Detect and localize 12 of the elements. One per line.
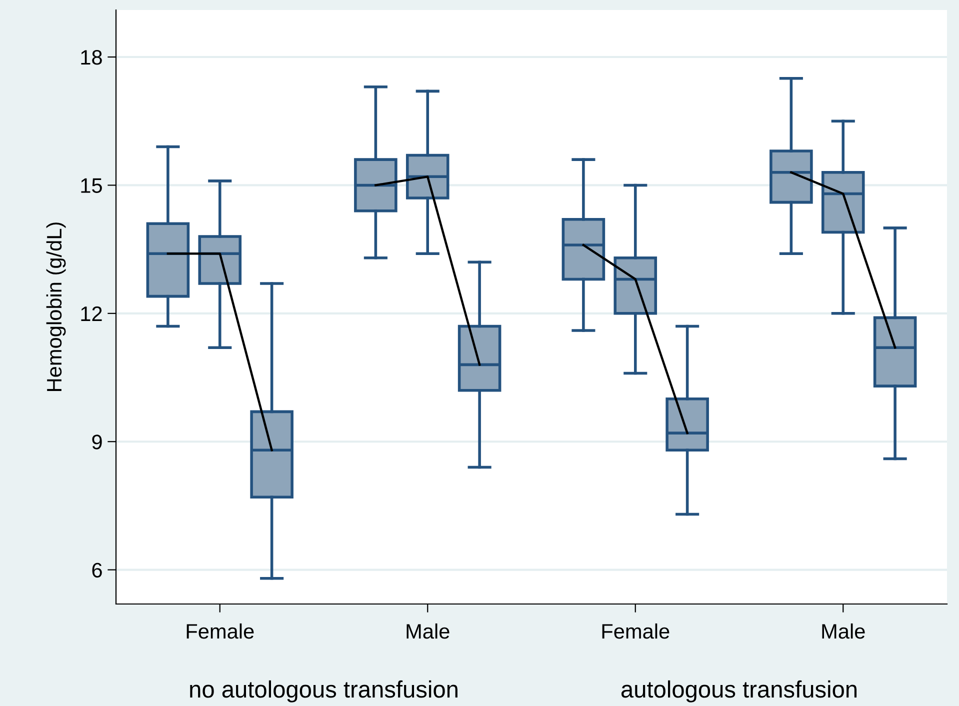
- y-tick-label: 18: [81, 50, 102, 65]
- text: no autologous transfusion: [190, 680, 458, 702]
- y-axis-title: Hemoglobin (g/dL): [46, 222, 66, 391]
- y-tick-label: 12: [81, 306, 102, 321]
- y-tick-label: 9: [92, 434, 102, 450]
- x-tick-label: Male: [406, 623, 450, 639]
- x-tick-label: Female: [186, 623, 254, 639]
- text: autologous transfusion: [621, 680, 857, 702]
- x-tick-label: Male: [822, 623, 865, 639]
- y-tick-label: 6: [92, 562, 102, 578]
- y-tick-label: 15: [81, 178, 102, 193]
- x-tick-label: Female: [602, 623, 670, 639]
